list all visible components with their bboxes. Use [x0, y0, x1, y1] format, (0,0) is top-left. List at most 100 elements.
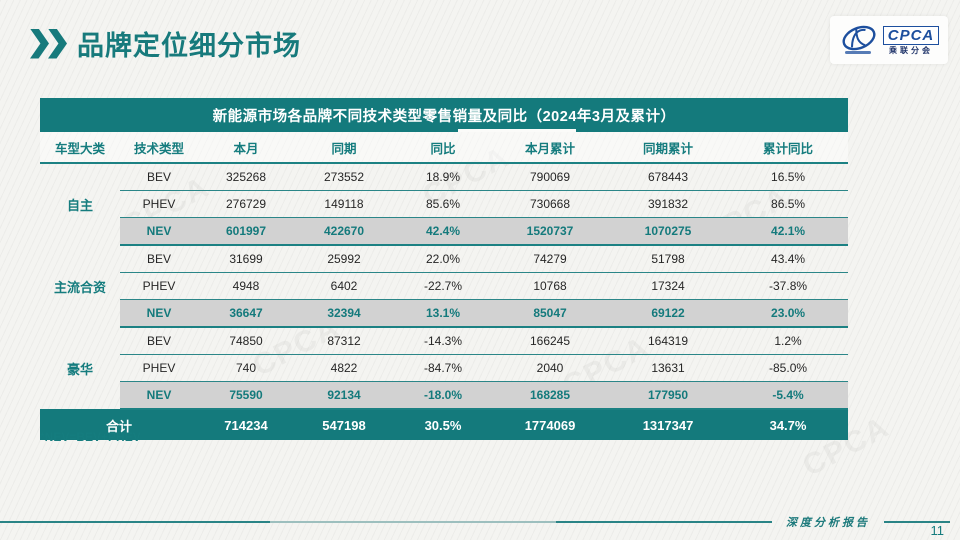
table-row-nev: NEV 75590 92134 -18.0% 168285 177950 -5.…	[40, 381, 849, 410]
value-cell: 36647	[198, 299, 294, 328]
tech-cell: BEV	[120, 327, 198, 355]
col-header-category: 车型大类	[40, 132, 120, 164]
nev-sales-table: 新能源市场各品牌不同技术类型零售销量及同比（2024年3月及累计） 车型大类 技…	[40, 98, 849, 440]
value-cell: -5.4%	[728, 381, 849, 410]
value-cell: 166245	[492, 327, 608, 355]
table-row: 主流合资 BEV 31699 25992 22.0% 74279 51798 4…	[40, 245, 849, 295]
chevron-right-icon	[48, 28, 67, 59]
value-cell: 730668	[492, 190, 608, 218]
value-cell: 74279	[492, 245, 608, 273]
page-number: 11	[930, 523, 945, 538]
value-cell: 18.9%	[394, 163, 492, 191]
value-cell: 168285	[492, 381, 608, 410]
value-cell: 273552	[294, 163, 394, 191]
slide-header: 品牌定位细分市场	[30, 24, 301, 63]
value-cell: 42.4%	[394, 217, 492, 246]
table-row-nev: NEV 601997 422670 42.4% 1520737 1070275 …	[40, 217, 849, 246]
tech-cell: PHEV	[120, 190, 198, 218]
value-cell: 31699	[198, 245, 294, 273]
value-cell: 10768	[492, 272, 608, 300]
footer: 深度分析报告	[0, 514, 960, 530]
total-value-cell: 30.5%	[394, 409, 492, 440]
tech-cell: NEV	[120, 299, 198, 328]
value-cell: 32394	[294, 299, 394, 328]
table-title-underline	[458, 129, 576, 132]
table-row-total: 合计 714234 547198 30.5% 1774069 1317347 3…	[40, 409, 849, 440]
total-value-cell: 34.7%	[728, 409, 849, 440]
cpca-logo: CPCA 乘联分会	[830, 16, 948, 64]
table-row-nev: NEV 36647 32394 13.1% 85047 69122 23.0%	[40, 299, 849, 328]
total-label-cell: 合计	[40, 409, 198, 440]
page-title: 品牌定位细分市场	[77, 31, 301, 61]
table-row: 豪华 BEV 74850 87312 -14.3% 166245 164319 …	[40, 327, 849, 377]
value-cell: 164319	[608, 327, 728, 355]
footer-divider-line	[0, 521, 772, 523]
value-cell: 1520737	[492, 217, 608, 246]
table-container: 新能源市场各品牌不同技术类型零售销量及同比（2024年3月及累计） 车型大类 技…	[40, 98, 849, 440]
value-cell: 276729	[198, 190, 294, 218]
footer-label: 深度分析报告	[786, 517, 870, 529]
value-cell: 43.4%	[728, 245, 849, 273]
cpca-ellipse-icon	[842, 25, 876, 54]
value-cell: 42.1%	[728, 217, 849, 246]
value-cell: 51798	[608, 245, 728, 273]
value-cell: 86.5%	[728, 190, 849, 218]
value-cell: 790069	[492, 163, 608, 191]
category-cell: 豪华	[66, 361, 93, 377]
value-cell: 6402	[294, 272, 394, 300]
double-chevron-icon	[30, 28, 67, 59]
col-header-same-period: 同期	[294, 132, 394, 164]
total-value-cell: 1317347	[608, 409, 728, 440]
category-cell: 自主	[66, 198, 93, 213]
tech-cell: PHEV	[120, 272, 198, 300]
value-cell: 13.1%	[394, 299, 492, 328]
cpca-chinese-name: 乘联分会	[888, 45, 933, 55]
value-cell: 1.2%	[728, 327, 849, 355]
value-cell: -14.3%	[394, 327, 492, 355]
value-cell: 25992	[294, 245, 394, 273]
col-header-month-cum: 本月累计	[492, 132, 608, 164]
value-cell: 16.5%	[728, 163, 849, 191]
total-value-cell: 714234	[198, 409, 294, 440]
col-header-month: 本月	[198, 132, 294, 164]
value-cell: -22.7%	[394, 272, 492, 300]
value-cell: 2040	[492, 354, 608, 382]
value-cell: 422670	[294, 217, 394, 246]
value-cell: 69122	[608, 299, 728, 328]
tech-cell: NEV	[120, 381, 198, 410]
value-cell: 149118	[294, 190, 394, 218]
table-row: PHEV 276729 149118 85.6% 730668 391832 8…	[40, 190, 849, 218]
category-cell: 主流合资	[53, 279, 106, 295]
table-row: PHEV 740 4822 -84.7% 2040 13631 -85.0%	[40, 354, 849, 382]
value-cell: -84.7%	[394, 354, 492, 382]
value-cell: 85.6%	[394, 190, 492, 218]
value-cell: 177950	[608, 381, 728, 410]
cpca-logo-text: CPCA 乘联分会	[882, 25, 940, 55]
tech-cell: BEV	[120, 163, 198, 191]
value-cell: 23.0%	[728, 299, 849, 328]
value-cell: 678443	[608, 163, 728, 191]
value-cell: -37.8%	[728, 272, 849, 300]
col-header-tech-type: 技术类型	[120, 132, 198, 164]
value-cell: 17324	[608, 272, 728, 300]
value-cell: 1070275	[608, 217, 728, 246]
table-title: 新能源市场各品牌不同技术类型零售销量及同比（2024年3月及累计）	[40, 98, 849, 132]
value-cell: 74850	[198, 327, 294, 355]
col-header-cum-yoy: 累计同比	[728, 132, 849, 164]
value-cell: 22.0%	[394, 245, 492, 273]
col-header-yoy: 同比	[394, 132, 492, 164]
footer-divider-line	[884, 521, 950, 523]
total-value-cell: 1774069	[492, 409, 608, 440]
value-cell: 601997	[198, 217, 294, 246]
value-cell: 391832	[608, 190, 728, 218]
value-cell: 740	[198, 354, 294, 382]
value-cell: -18.0%	[394, 381, 492, 410]
tech-cell: BEV	[120, 245, 198, 273]
cpca-acronym: CPCA	[882, 25, 940, 45]
tech-cell: PHEV	[120, 354, 198, 382]
value-cell: 4948	[198, 272, 294, 300]
value-cell: 85047	[492, 299, 608, 328]
total-value-cell: 547198	[294, 409, 394, 440]
table-row: 自主 BEV 325268 273552 18.9% 790069 678443…	[40, 163, 849, 213]
